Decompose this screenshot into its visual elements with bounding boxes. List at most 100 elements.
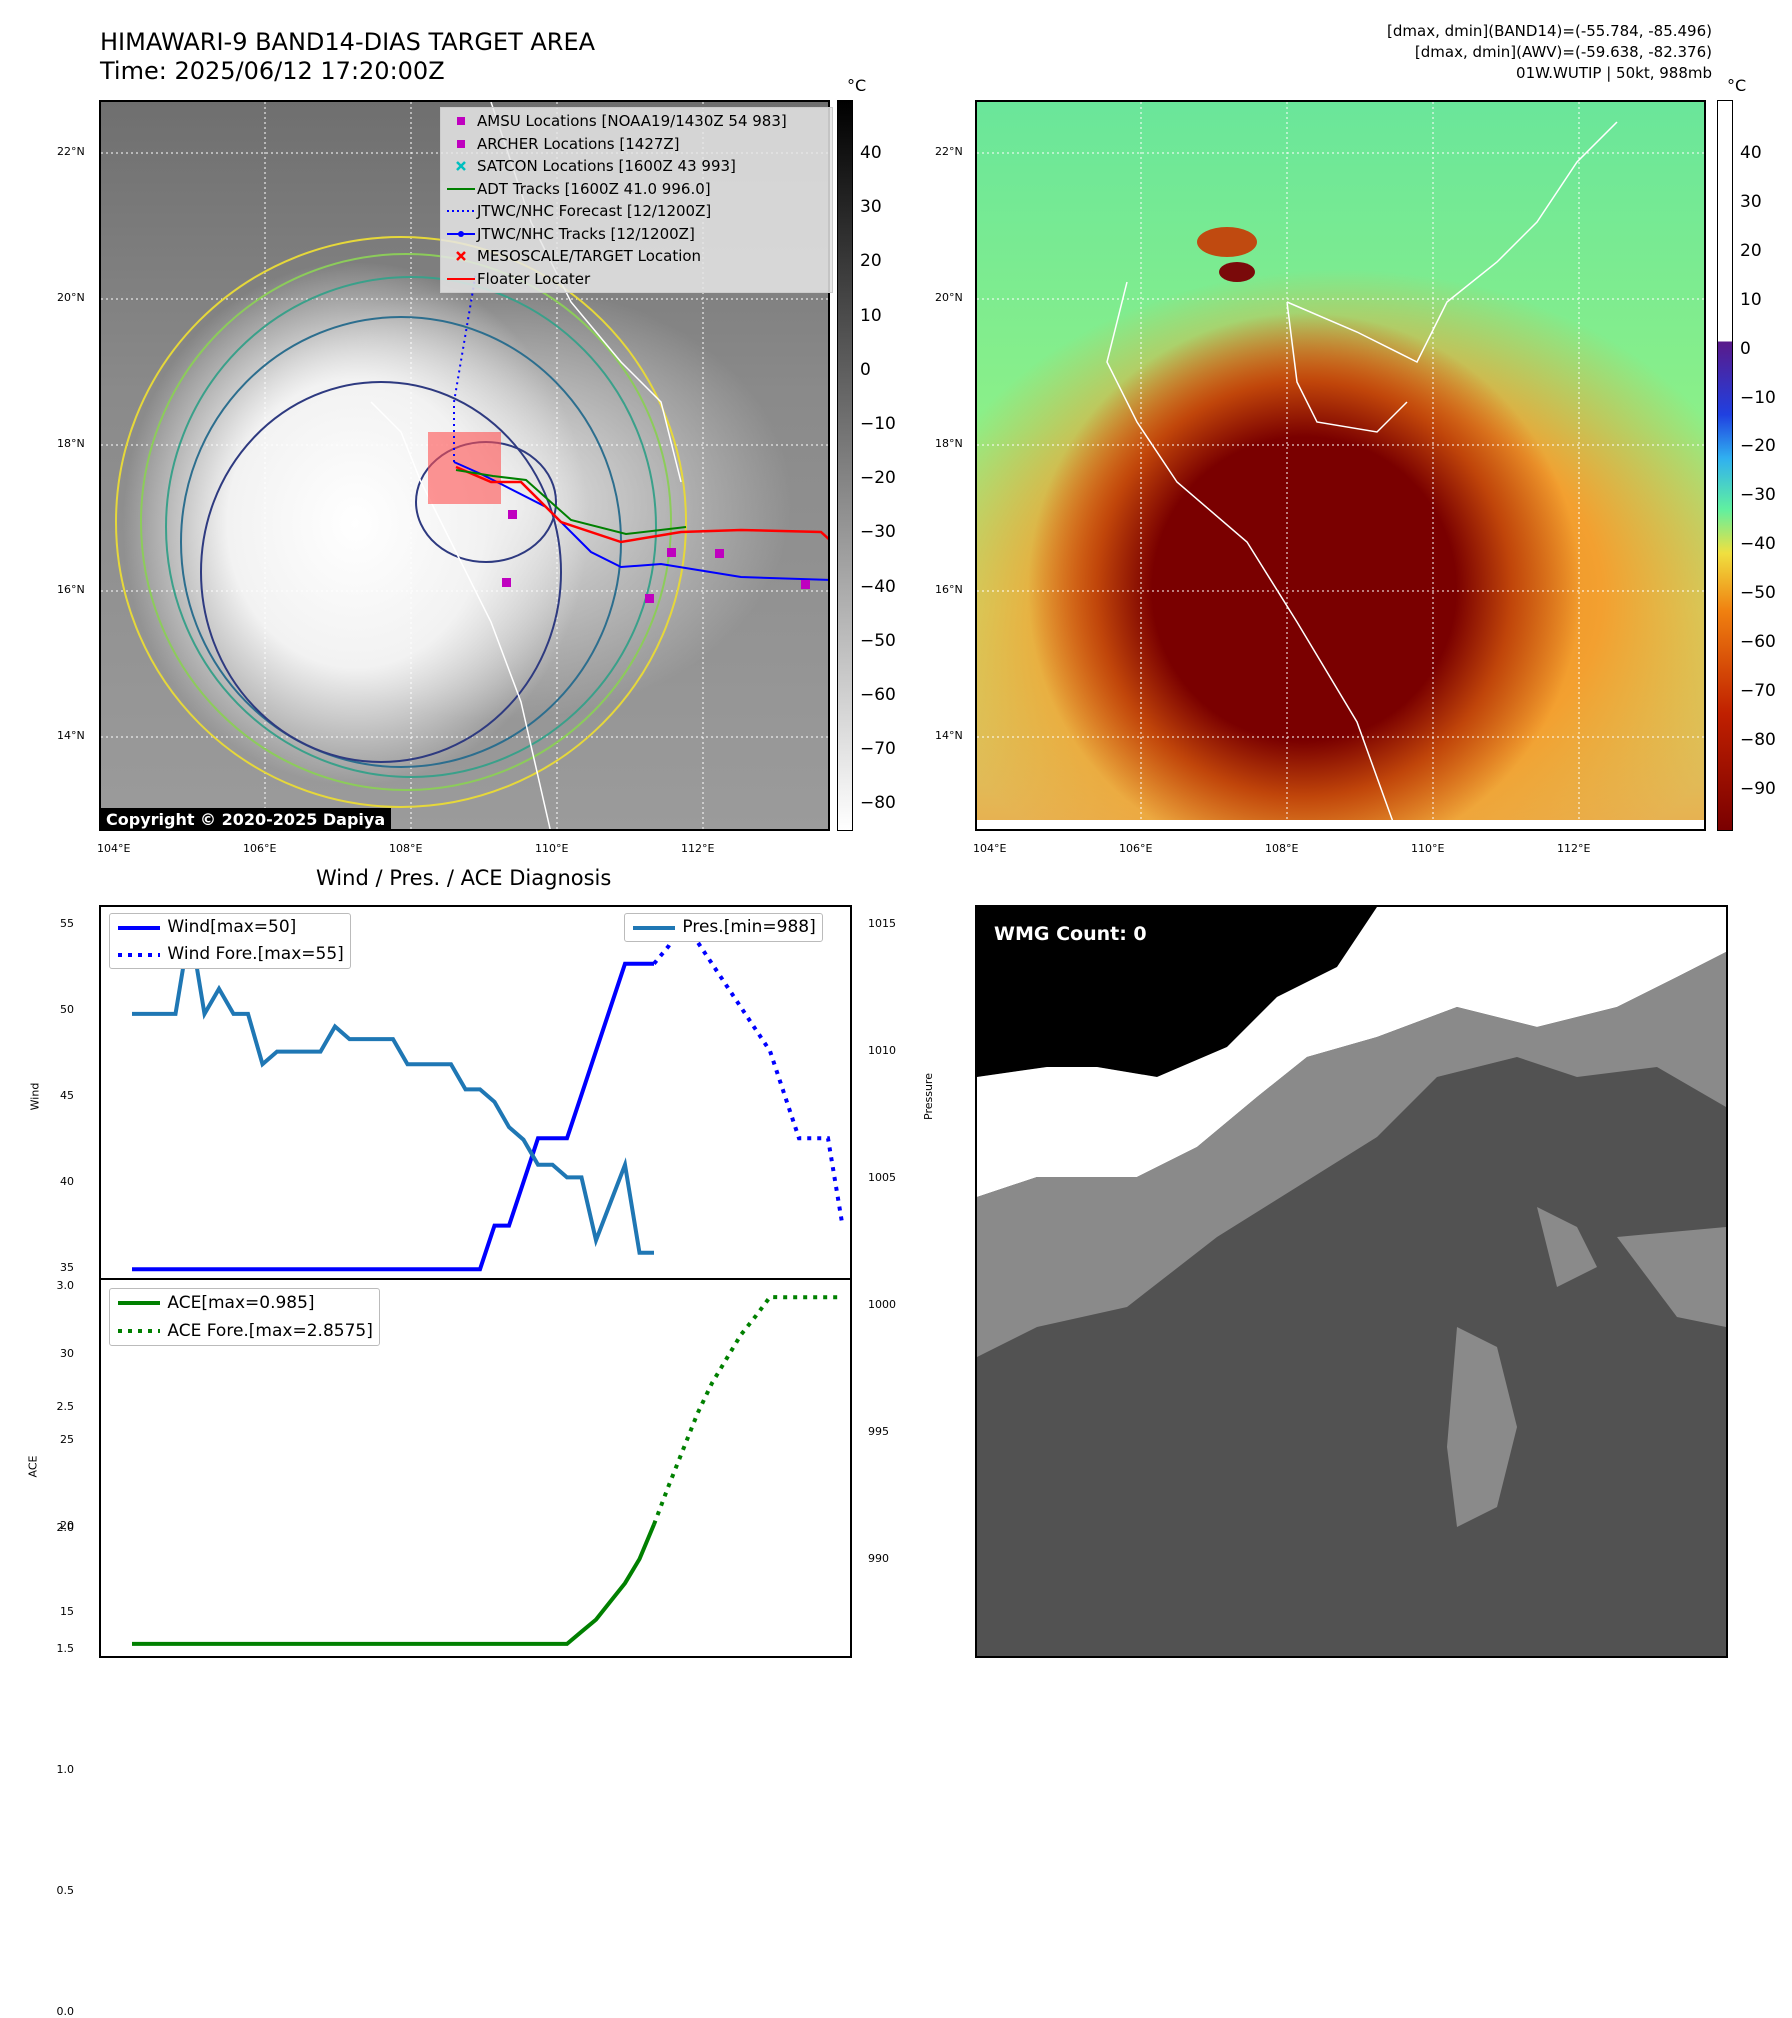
wind-axis-tick: 50 (60, 1003, 74, 1016)
wind-axis-tick: 30 (60, 1347, 74, 1360)
pres-axis-tick: 1015 (868, 917, 896, 930)
lon-label-108: 108°E (389, 842, 423, 855)
ir-colorbar-tick: −30 (860, 522, 896, 543)
legend-tracks-label: JTWC/NHC Tracks [12/1200Z] (477, 224, 695, 243)
ace-legend: ACE[max=0.985] ACE Fore.[max=2.8575] (109, 1288, 380, 1346)
ir-colorbar-tick: 10 (860, 305, 882, 326)
pres-series-line (132, 925, 654, 1255)
awv-lat-label-18: 18°N (935, 437, 963, 450)
ir-colorbar-unit: °C (847, 76, 867, 95)
legend-satcon-label: SATCON Locations [1600Z 43 993] (477, 157, 736, 175)
ir-colorbar-tick: −70 (860, 739, 896, 760)
ir-colorbar-tick: −80 (860, 793, 896, 814)
legend-archer: ARCHER Locations [1427Z] (445, 133, 828, 156)
awv-colorbar-tick: −10 (1740, 387, 1776, 408)
legend-tracks: JTWC/NHC Tracks [12/1200Z] (445, 223, 828, 246)
wind-series-line (132, 961, 654, 1272)
legend-wind-label: Wind[max=50] (167, 917, 297, 937)
awv-colorbar-tick: −30 (1740, 485, 1776, 506)
legend-target-label: MESOSCALE/TARGET Location (477, 247, 702, 265)
ace-axis-tick: 2.5 (56, 1400, 75, 1413)
awv-colorbar-tick: 30 (1740, 191, 1762, 212)
x-icon (445, 160, 477, 172)
awv-lon-label-110: 110°E (1411, 842, 1445, 855)
pres-axis-tick: 990 (868, 1552, 889, 1565)
line-icon (445, 186, 477, 192)
lon-label-110: 110°E (535, 842, 569, 855)
ir-colorbar-tick: −10 (860, 414, 896, 434)
awv-map-panel (975, 100, 1706, 831)
ace-series-line (132, 1523, 656, 1646)
ir-colorbar-tick: −50 (860, 630, 896, 651)
chart-title-line2: Time: 2025/06/12 17:20:00Z (100, 57, 445, 85)
diagnosis-title: Wind / Pres. / ACE Diagnosis (316, 866, 612, 890)
ace-axis-tick: 0.0 (56, 2005, 75, 2018)
awv-colorbar-unit: °C (1727, 76, 1747, 95)
ace-ylabel: ACE (26, 1455, 40, 1478)
lat-label-20: 20°N (57, 291, 85, 304)
lon-label-112: 112°E (681, 842, 715, 855)
legend-archer-label: ARCHER Locations [1427Z] (477, 134, 680, 153)
line-icon (118, 925, 160, 930)
ir-colorbar-tick: 40 (860, 143, 882, 163)
wmg-count-label: WMG Count: 0 (988, 920, 1153, 948)
wind-axis-tick: 20 (60, 1519, 74, 1532)
info-awv: [dmax, dmin](AWV)=(-59.638, -82.376) (1414, 43, 1712, 61)
line-dot-icon (445, 230, 477, 238)
dotted-line-icon (445, 208, 477, 214)
awv-lat-label-16: 16°N (935, 583, 963, 596)
wind-legend: Wind[max=50] Wind Fore.[max=55] (109, 913, 351, 969)
awv-colorbar (1717, 100, 1733, 831)
ir-map-overlay (101, 102, 828, 829)
legend-pres: Pres.[min=988] (631, 914, 816, 941)
copyright: Copyright © 2020-2025 Dapiya (100, 808, 392, 831)
awv-colorbar-tick: 10 (1740, 289, 1762, 310)
ace-forecast-series-line (652, 1294, 843, 1526)
legend-forecast: JTWC/NHC Forecast [12/1200Z] (445, 200, 828, 223)
legend-ace-forecast: ACE Fore.[max=2.8575] (116, 1317, 373, 1345)
awv-lon-label-104: 104°E (973, 842, 1007, 855)
wind-axis-tick: 45 (60, 1089, 74, 1102)
legend-wind: Wind[max=50] (116, 914, 344, 941)
square-icon (445, 139, 477, 149)
wmg-grid (977, 907, 1726, 1527)
awv-colorbar-tick: −40 (1740, 534, 1776, 555)
chart-title-line1: HIMAWARI-9 BAND14-DIAS TARGET AREA (100, 28, 596, 56)
ace-plot (132, 1294, 843, 1646)
awv-colorbar-tick: −60 (1740, 632, 1776, 652)
awv-colorbar-tick: 40 (1740, 143, 1762, 163)
awv-colorbar-tick: −20 (1740, 436, 1776, 457)
lat-label-16: 16°N (57, 583, 85, 596)
pres-axis-tick: 1000 (868, 1298, 896, 1311)
legend-ace-label: ACE[max=0.985] (167, 1293, 315, 1313)
legend-target: MESOSCALE/TARGET Location (445, 245, 828, 268)
awv-lat-label-14: 14°N (935, 729, 963, 742)
awv-colorbar-tick: 20 (1740, 240, 1762, 261)
legend-floater: Floater Locater (445, 268, 828, 291)
wind-ylabel: Wind (28, 1082, 42, 1111)
ace-axis-tick: 2.0 (56, 1521, 75, 1534)
lat-label-14: 14°N (57, 729, 85, 742)
ace-panel: ACE[max=0.985] ACE Fore.[max=2.8575] (99, 1278, 852, 1658)
wind-axis-tick: 35 (60, 1261, 74, 1274)
info-band14: [dmax, dmin](BAND14)=(-55.784, -85.496) (1387, 22, 1712, 40)
wind-pres-panel: Wind[max=50] Wind Fore.[max=55] Pres.[mi… (99, 905, 852, 1280)
ace-axis-tick: 1.0 (56, 1763, 75, 1776)
legend-ace: ACE[max=0.985] (116, 1289, 373, 1317)
ace-axis-tick: 3.0 (56, 1279, 75, 1292)
pres-ylabel: Pressure (921, 1073, 935, 1120)
line-icon (633, 925, 675, 930)
ir-colorbar-tick: −20 (860, 468, 896, 489)
ir-colorbar-tick: 30 (860, 197, 882, 218)
ace-axis-tick: 0.5 (56, 1884, 75, 1897)
map-legend: AMSU Locations [NOAA19/1430Z 54 983] ARC… (440, 107, 833, 293)
wind-axis-tick: 40 (60, 1175, 74, 1188)
awv-map-overlay (977, 102, 1704, 829)
legend-satcon: SATCON Locations [1600Z 43 993] (445, 155, 828, 178)
legend-wind-forecast: Wind Fore.[max=55] (116, 941, 344, 968)
legend-ace-forecast-label: ACE Fore.[max=2.8575] (167, 1321, 373, 1341)
x-icon (445, 250, 477, 262)
awv-lon-label-112: 112°E (1557, 842, 1591, 855)
ir-colorbar-tick: 20 (860, 251, 882, 272)
awv-colorbar-tick: −50 (1740, 583, 1776, 604)
